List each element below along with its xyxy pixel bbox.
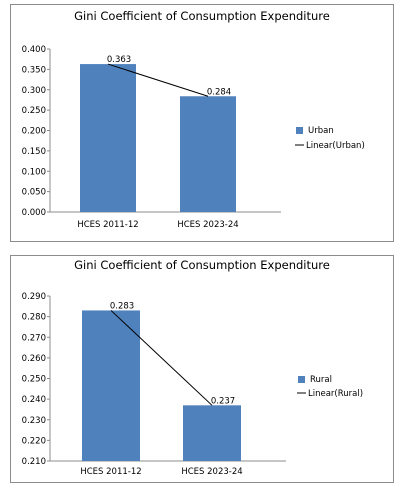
x-tick-label: HCES 2011-12 — [77, 220, 138, 230]
y-tick-label: 0.230 — [22, 416, 46, 426]
data-label: 0.363 — [107, 55, 131, 65]
y-tick-label: 0.240 — [22, 395, 46, 405]
y-tick-label: 0.280 — [22, 313, 46, 323]
x-tick-label: HCES 2023-24 — [181, 467, 242, 477]
bar — [82, 310, 140, 461]
legend-label-series: Urban — [308, 126, 334, 136]
y-tick-label: 0.350 — [22, 65, 46, 75]
data-label: 0.284 — [207, 87, 231, 97]
y-tick-label: 0.050 — [22, 188, 46, 198]
y-tick-label: 0.200 — [22, 127, 46, 137]
legend-label-series: Rural — [310, 375, 332, 385]
y-tick-label: 0.290 — [22, 292, 46, 302]
trendline — [107, 63, 209, 97]
legend-label-trendline: Linear(Rural) — [308, 389, 363, 399]
chart-urban: Gini Coefficient of Consumption Expendit… — [22, 9, 365, 230]
y-tick-label: 0.250 — [22, 375, 46, 385]
y-tick-label: 0.300 — [22, 86, 46, 96]
x-tick-label: HCES 2023-24 — [177, 220, 238, 230]
chart-panel-urban: Gini Coefficient of Consumption Expendit… — [10, 4, 394, 242]
legend-swatch-bar — [296, 127, 303, 134]
data-label: 0.283 — [110, 301, 134, 311]
trendline — [110, 310, 213, 406]
y-tick-label: 0.400 — [22, 45, 46, 55]
y-tick-label: 0.270 — [22, 333, 46, 343]
legend-swatch-bar — [298, 376, 305, 383]
bar — [80, 64, 136, 212]
data-label: 0.237 — [211, 396, 235, 406]
y-tick-label: 0.000 — [22, 208, 46, 218]
bar — [183, 405, 241, 461]
chart-title: Gini Coefficient of Consumption Expendit… — [74, 9, 330, 23]
legend-label-trendline: Linear(Urban) — [306, 141, 365, 151]
y-tick-label: 0.250 — [22, 106, 46, 116]
y-tick-label: 0.150 — [22, 147, 46, 157]
y-tick-label: 0.220 — [22, 436, 46, 446]
y-tick-label: 0.210 — [22, 457, 46, 467]
x-tick-label: HCES 2011-12 — [80, 467, 141, 477]
y-tick-label: 0.100 — [22, 167, 46, 177]
bar — [180, 96, 236, 212]
chart-rural: Gini Coefficient of Consumption Expendit… — [22, 258, 363, 477]
chart-panel-rural: Gini Coefficient of Consumption Expendit… — [10, 255, 394, 483]
y-tick-label: 0.260 — [22, 354, 46, 364]
chart-title: Gini Coefficient of Consumption Expendit… — [74, 258, 330, 272]
